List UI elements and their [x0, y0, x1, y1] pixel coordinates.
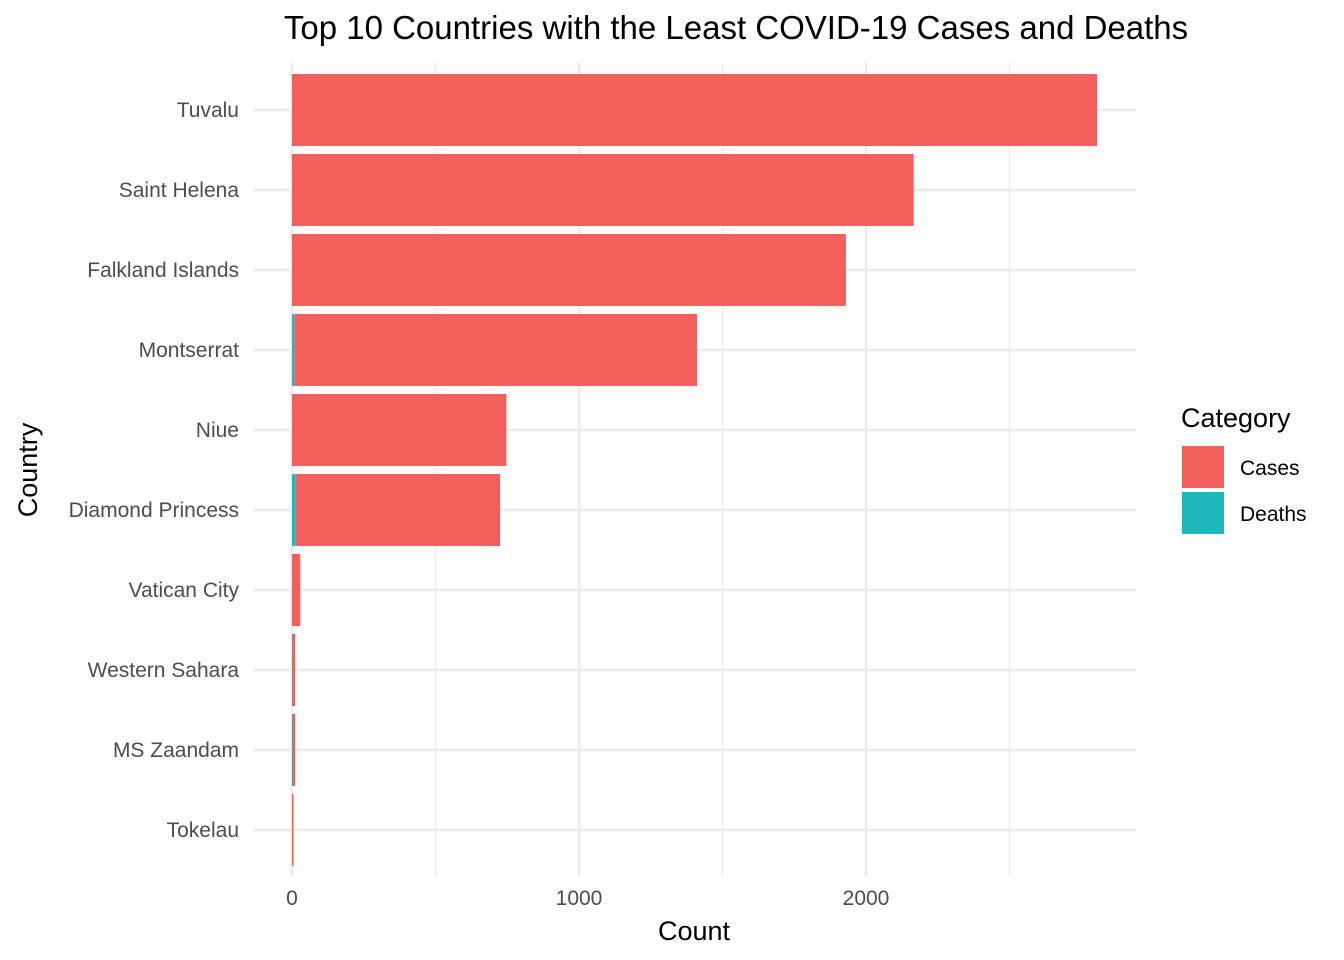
bar-cases — [292, 554, 301, 626]
x-axis-title: Count — [658, 916, 731, 946]
y-tick-label: Falkland Islands — [87, 259, 239, 282]
y-tick-label: Montserrat — [139, 339, 240, 362]
legend-label-cases: Cases — [1240, 457, 1300, 480]
y-tick-label: Tuvalu — [177, 99, 239, 122]
y-tick-label: Tokelau — [167, 819, 239, 842]
y-tick-label: MS Zaandam — [113, 739, 239, 762]
bar-cases — [292, 794, 294, 866]
bar-cases — [292, 634, 296, 706]
legend-title: Category — [1181, 403, 1291, 433]
legend: Category Cases Deaths — [1181, 403, 1307, 534]
x-tick-labels: 0 1000 2000 — [286, 887, 889, 910]
y-tick-label: Saint Helena — [119, 179, 240, 202]
x-tick-label: 0 — [286, 887, 298, 910]
y-axis-title: Country — [13, 422, 43, 517]
bar-deaths — [292, 474, 296, 546]
bar-cases — [295, 474, 501, 546]
x-tick-label: 1000 — [556, 887, 603, 910]
y-tick-label: Diamond Princess — [69, 499, 239, 522]
legend-swatch-deaths — [1182, 492, 1224, 534]
bar-cases — [292, 714, 296, 786]
bar-deaths — [292, 314, 295, 386]
legend-entries: Cases Deaths — [1182, 446, 1307, 534]
chart-title: Top 10 Countries with the Least COVID-19… — [284, 9, 1188, 46]
y-tick-label: Western Sahara — [88, 659, 240, 682]
bar-cases — [292, 74, 1098, 146]
bar-cases — [292, 234, 846, 306]
x-tick-label: 2000 — [843, 887, 890, 910]
bar-cases — [294, 314, 697, 386]
legend-label-deaths: Deaths — [1240, 503, 1307, 526]
bar-cases — [292, 394, 507, 466]
legend-swatch-cases — [1182, 446, 1224, 488]
y-tick-label: Vatican City — [129, 579, 240, 602]
bars — [292, 74, 1098, 866]
bar-cases — [292, 154, 914, 226]
y-tick-label: Niue — [196, 419, 239, 442]
y-tick-labels: Tuvalu Saint Helena Falkland Islands Montse… — [69, 99, 240, 842]
